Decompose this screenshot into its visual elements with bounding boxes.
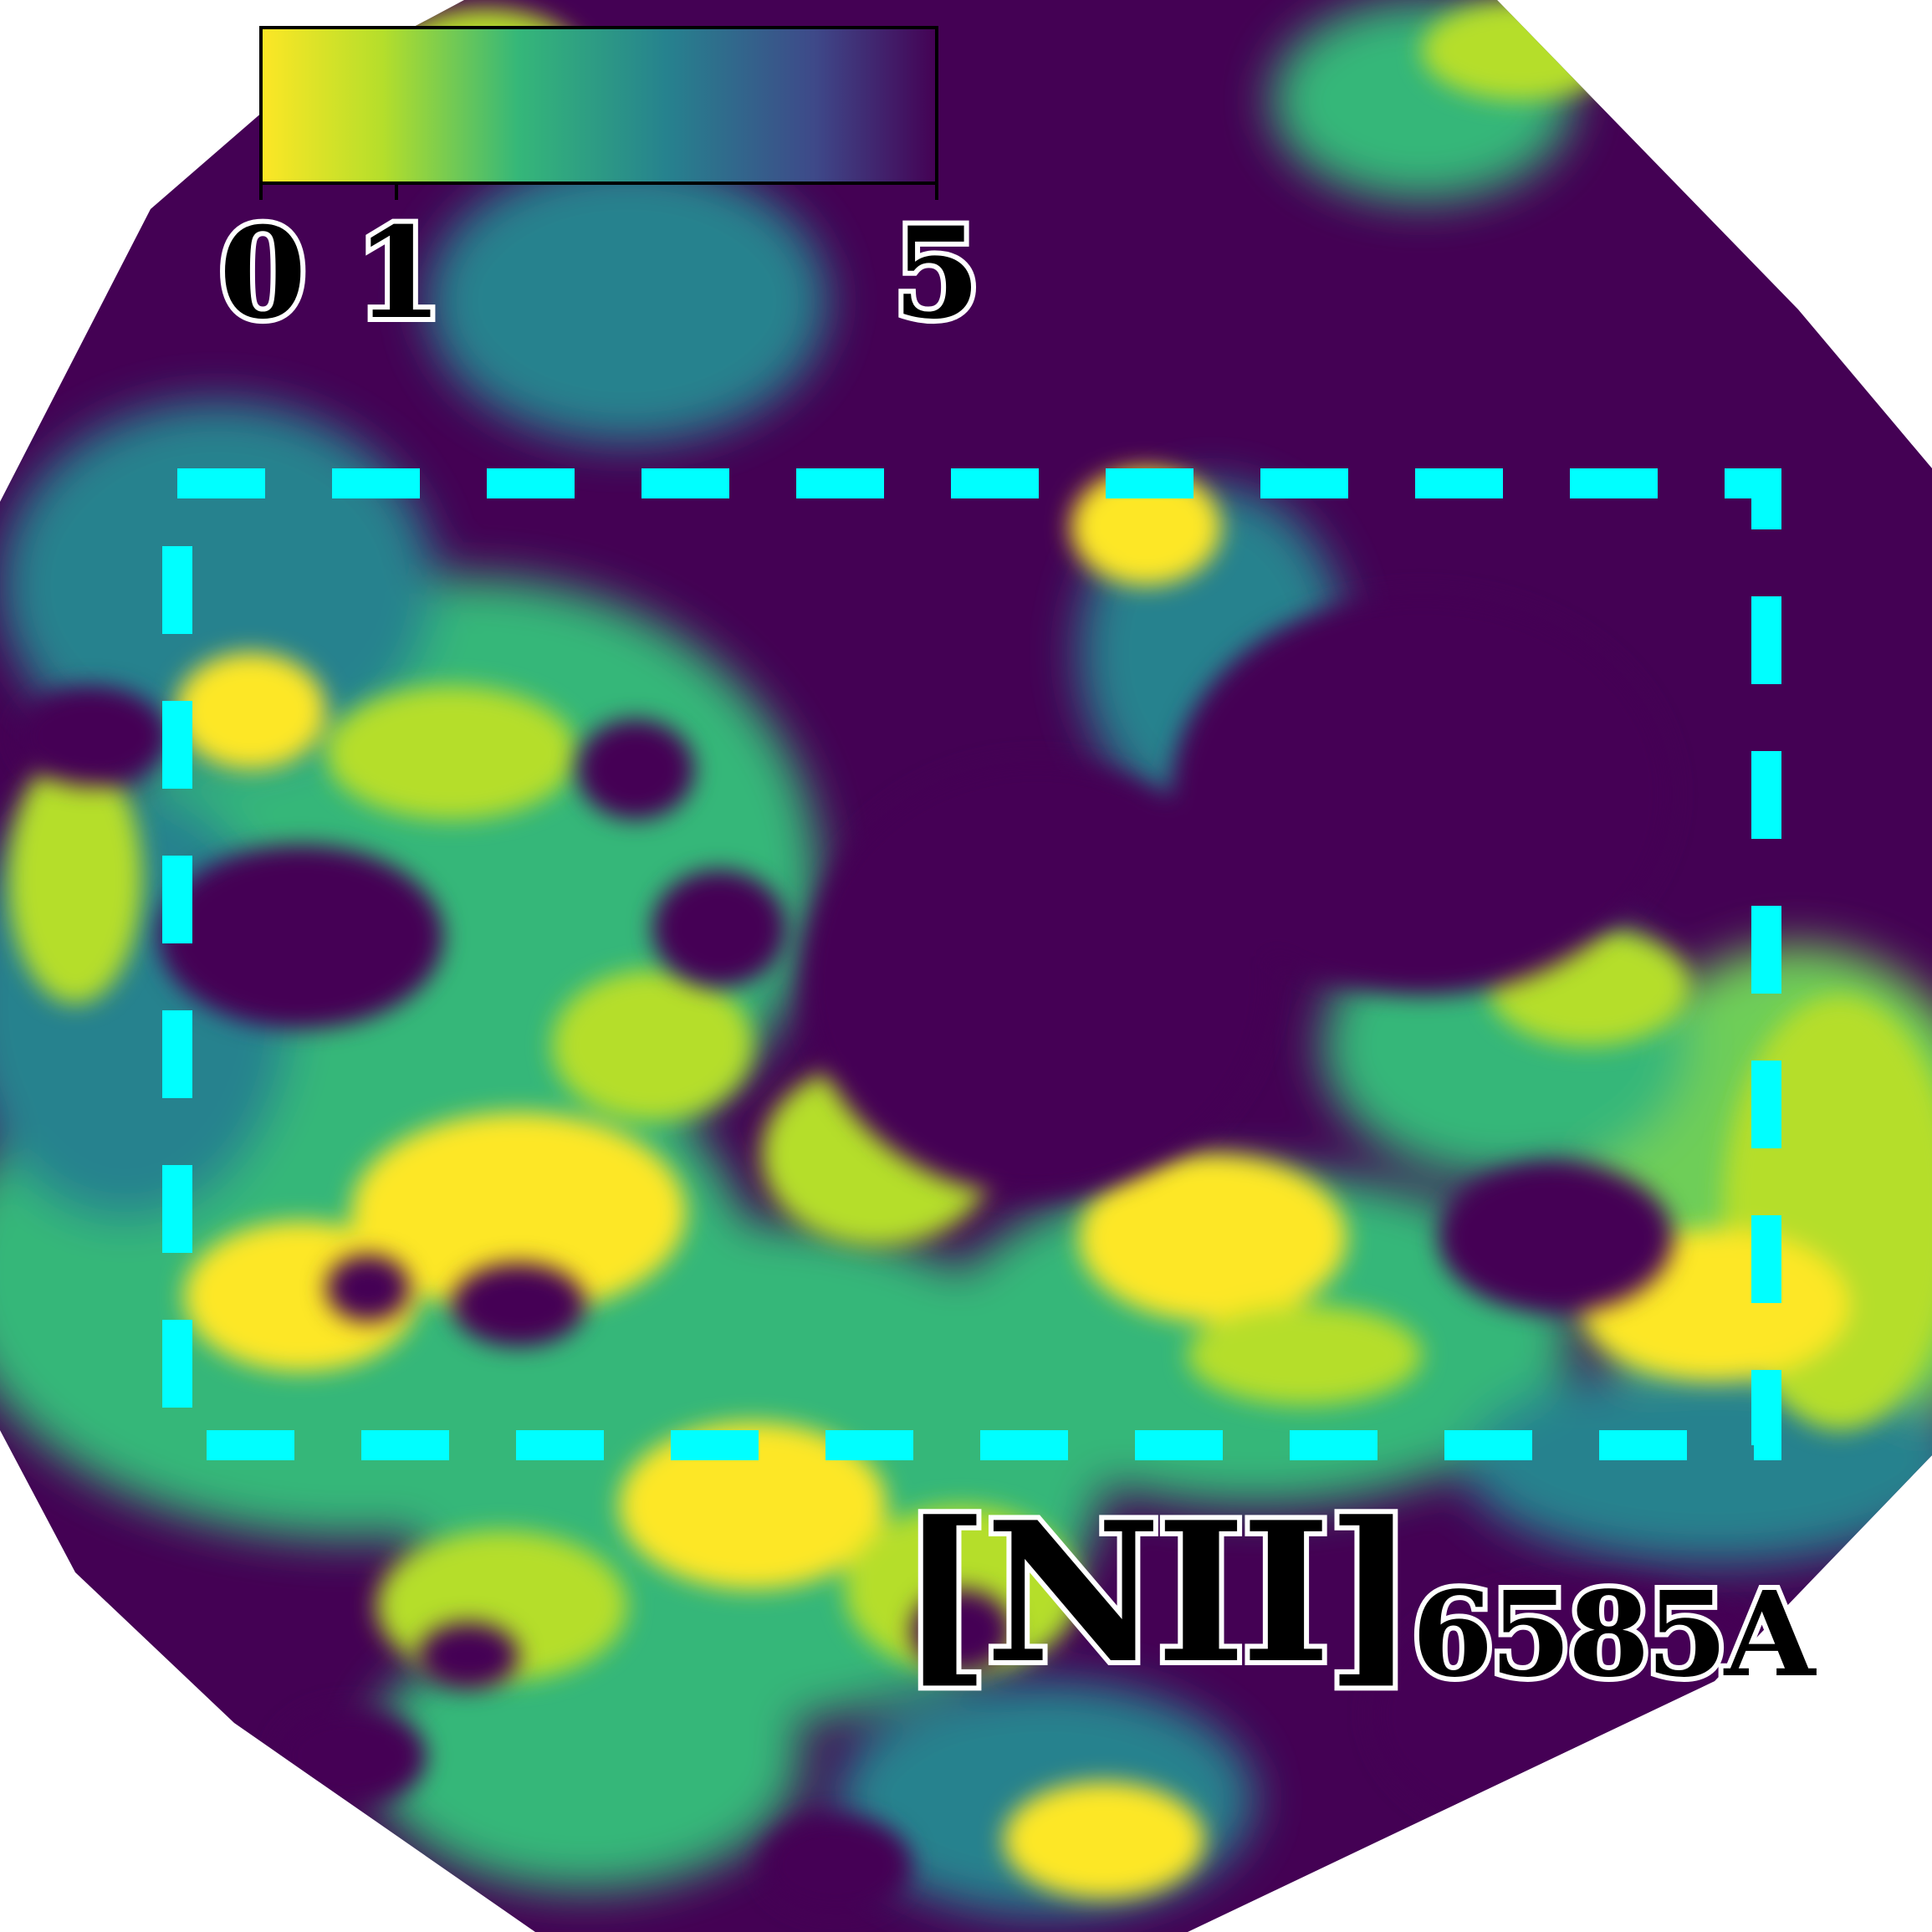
colorbar-tick-label-1: 1	[350, 200, 447, 347]
emission-line-label: [NII]6585A	[894, 1492, 1820, 1699]
colorbar-gradient	[259, 26, 938, 185]
emission-line-wavelength: 6585A	[1407, 1567, 1820, 1704]
region-box	[162, 468, 1781, 1460]
colorbar-tick-label-5: 5	[888, 200, 985, 347]
colorbar	[259, 26, 938, 200]
emission-line-ion: [NII]	[894, 1480, 1422, 1706]
colorbar-tick-label-0: 0	[214, 200, 311, 347]
